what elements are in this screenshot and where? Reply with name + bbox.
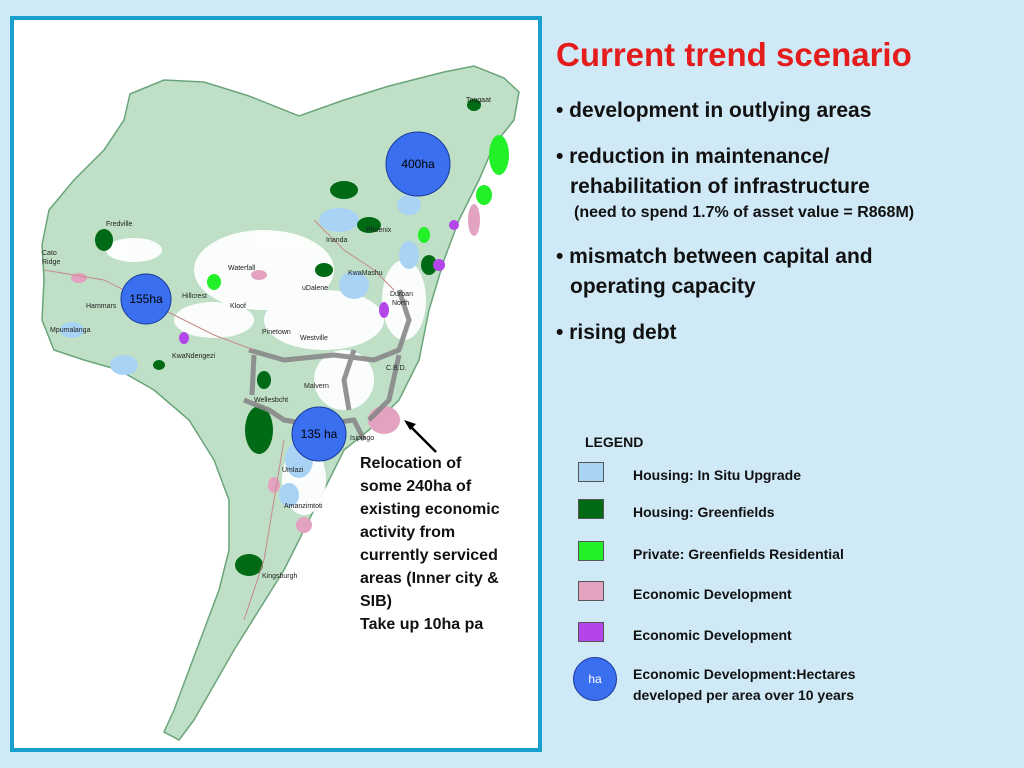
hectare-circle-south: 135 ha bbox=[291, 406, 347, 462]
place-wentworth: Wellesbcht bbox=[254, 397, 288, 404]
legend-swatch bbox=[578, 499, 604, 519]
relocation-callout: Relocation of some 240ha of existing eco… bbox=[360, 455, 500, 633]
place-umlazi: Umlazi bbox=[282, 467, 304, 474]
place-udalene: uDalene bbox=[302, 285, 328, 292]
place-malvern: Malvern bbox=[304, 383, 329, 390]
place-cato-ridge-2: Ridge bbox=[42, 259, 60, 266]
legend-label: Housing: Greenfields bbox=[633, 504, 775, 520]
bullet-text-line2: operating capacity bbox=[570, 275, 756, 298]
place-phoenix: Phoenix bbox=[366, 227, 392, 234]
place-amanzimtoti: Amanzimtoti bbox=[284, 503, 323, 510]
place-cbd: C.B.D. bbox=[386, 365, 407, 372]
builtup-areas bbox=[106, 230, 426, 515]
bullet-text-line2: rehabilitation of infrastructure bbox=[570, 175, 870, 198]
place-mpumalanga: Mpumalanga bbox=[50, 327, 91, 334]
legend-title: LEGEND bbox=[585, 434, 644, 450]
metro-land-area bbox=[41, 65, 520, 741]
place-inanda: Inanda bbox=[326, 237, 348, 244]
page-title: Current trend scenario bbox=[556, 36, 912, 73]
svg-text:155ha: 155ha bbox=[129, 292, 163, 306]
legend-label: Private: Greenfields Residential bbox=[633, 546, 844, 562]
housing-greenfields-patches bbox=[95, 99, 481, 576]
legend-swatch bbox=[578, 541, 604, 561]
legend-swatch bbox=[578, 622, 604, 642]
place-kloof: Kloof bbox=[230, 303, 246, 310]
place-durban-north-2: North bbox=[392, 300, 409, 307]
legend-swatch bbox=[578, 462, 604, 482]
economic-development-purple-patches bbox=[179, 220, 459, 344]
place-waterfall: Waterfall bbox=[228, 265, 256, 272]
bullet-maintenance-reduction: • reduction in maintenance/ rehabilitati… bbox=[556, 142, 1006, 202]
bullet-outlying-development: • development in outlying areas bbox=[556, 96, 1006, 126]
bullet-rising-debt: • rising debt bbox=[556, 318, 1006, 348]
private-greenfields-patches bbox=[207, 135, 509, 290]
place-durban-north-1: Durban bbox=[390, 291, 413, 298]
legend-label: Economic Development bbox=[633, 627, 792, 643]
place-pinetown: Pinetown bbox=[262, 329, 291, 336]
place-isipingo: Isipingo bbox=[350, 435, 374, 442]
svg-text:135 ha: 135 ha bbox=[301, 427, 338, 441]
bullet-text: • rising debt bbox=[556, 321, 677, 344]
place-kwandengezi: KwaNdengezi bbox=[172, 353, 216, 360]
hectare-circle-west: 155ha bbox=[120, 273, 172, 325]
economic-development-pink-patches bbox=[71, 204, 480, 533]
map-panel: Tongaat Fredville Cato Ridge Phoenix Ina… bbox=[10, 16, 542, 752]
svg-text:400ha: 400ha bbox=[401, 157, 435, 171]
legend-label: Economic Development bbox=[633, 586, 792, 602]
place-kingsburgh: Kingsburgh bbox=[262, 573, 298, 580]
place-westville: Westville bbox=[300, 335, 328, 342]
metro-map: Tongaat Fredville Cato Ridge Phoenix Ina… bbox=[41, 65, 520, 741]
legend-swatch bbox=[578, 581, 604, 601]
place-cato-ridge-1: Cato bbox=[42, 250, 57, 257]
place-kwamashu: KwaMashu bbox=[348, 270, 383, 277]
legend-label: Housing: In Situ Upgrade bbox=[633, 467, 801, 483]
hectare-circle-north: 400ha bbox=[385, 131, 451, 197]
bullet-text-line1: • mismatch between capital and bbox=[556, 245, 873, 268]
place-hammarsdale: Hammars bbox=[86, 303, 117, 310]
place-fredville: Fredville bbox=[106, 221, 133, 228]
place-hillcrest: Hillcrest bbox=[182, 293, 207, 300]
bullet-capacity-mismatch: • mismatch between capital and operating… bbox=[556, 242, 1006, 302]
asset-value-note: (need to spend 1.7% of asset value = R86… bbox=[574, 204, 915, 221]
bullet-text: • development in outlying areas bbox=[556, 99, 872, 122]
housing-in-situ-upgrade-patches bbox=[60, 195, 421, 507]
bullet-text-line1: • reduction in maintenance/ bbox=[556, 145, 830, 168]
legend-hectare-label: Economic Development:Hectares developed … bbox=[633, 666, 856, 703]
legend-hectare-symbol: ha bbox=[573, 657, 617, 701]
place-tongaat: Tongaat bbox=[466, 97, 491, 104]
